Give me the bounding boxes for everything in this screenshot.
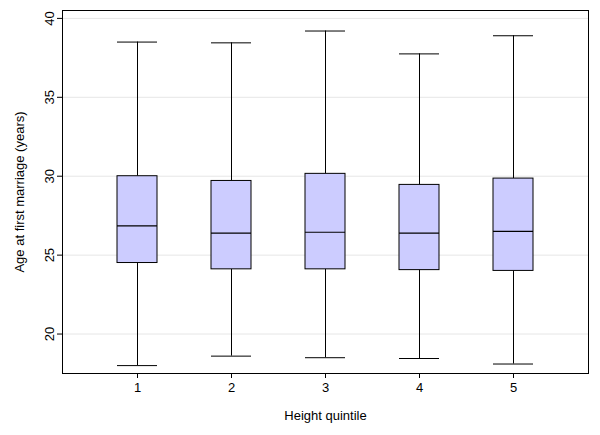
svg-text:3: 3 bbox=[322, 380, 329, 395]
svg-text:25: 25 bbox=[42, 248, 57, 262]
svg-text:2: 2 bbox=[228, 380, 235, 395]
svg-text:30: 30 bbox=[42, 169, 57, 183]
svg-text:1: 1 bbox=[134, 380, 141, 395]
svg-text:20: 20 bbox=[42, 327, 57, 341]
svg-text:5: 5 bbox=[510, 380, 517, 395]
svg-text:4: 4 bbox=[416, 380, 423, 395]
svg-text:35: 35 bbox=[42, 90, 57, 104]
svg-text:40: 40 bbox=[42, 11, 57, 25]
svg-text:Age at first marriage (years): Age at first marriage (years) bbox=[12, 111, 27, 272]
svg-text:Height quintile: Height quintile bbox=[284, 408, 366, 423]
